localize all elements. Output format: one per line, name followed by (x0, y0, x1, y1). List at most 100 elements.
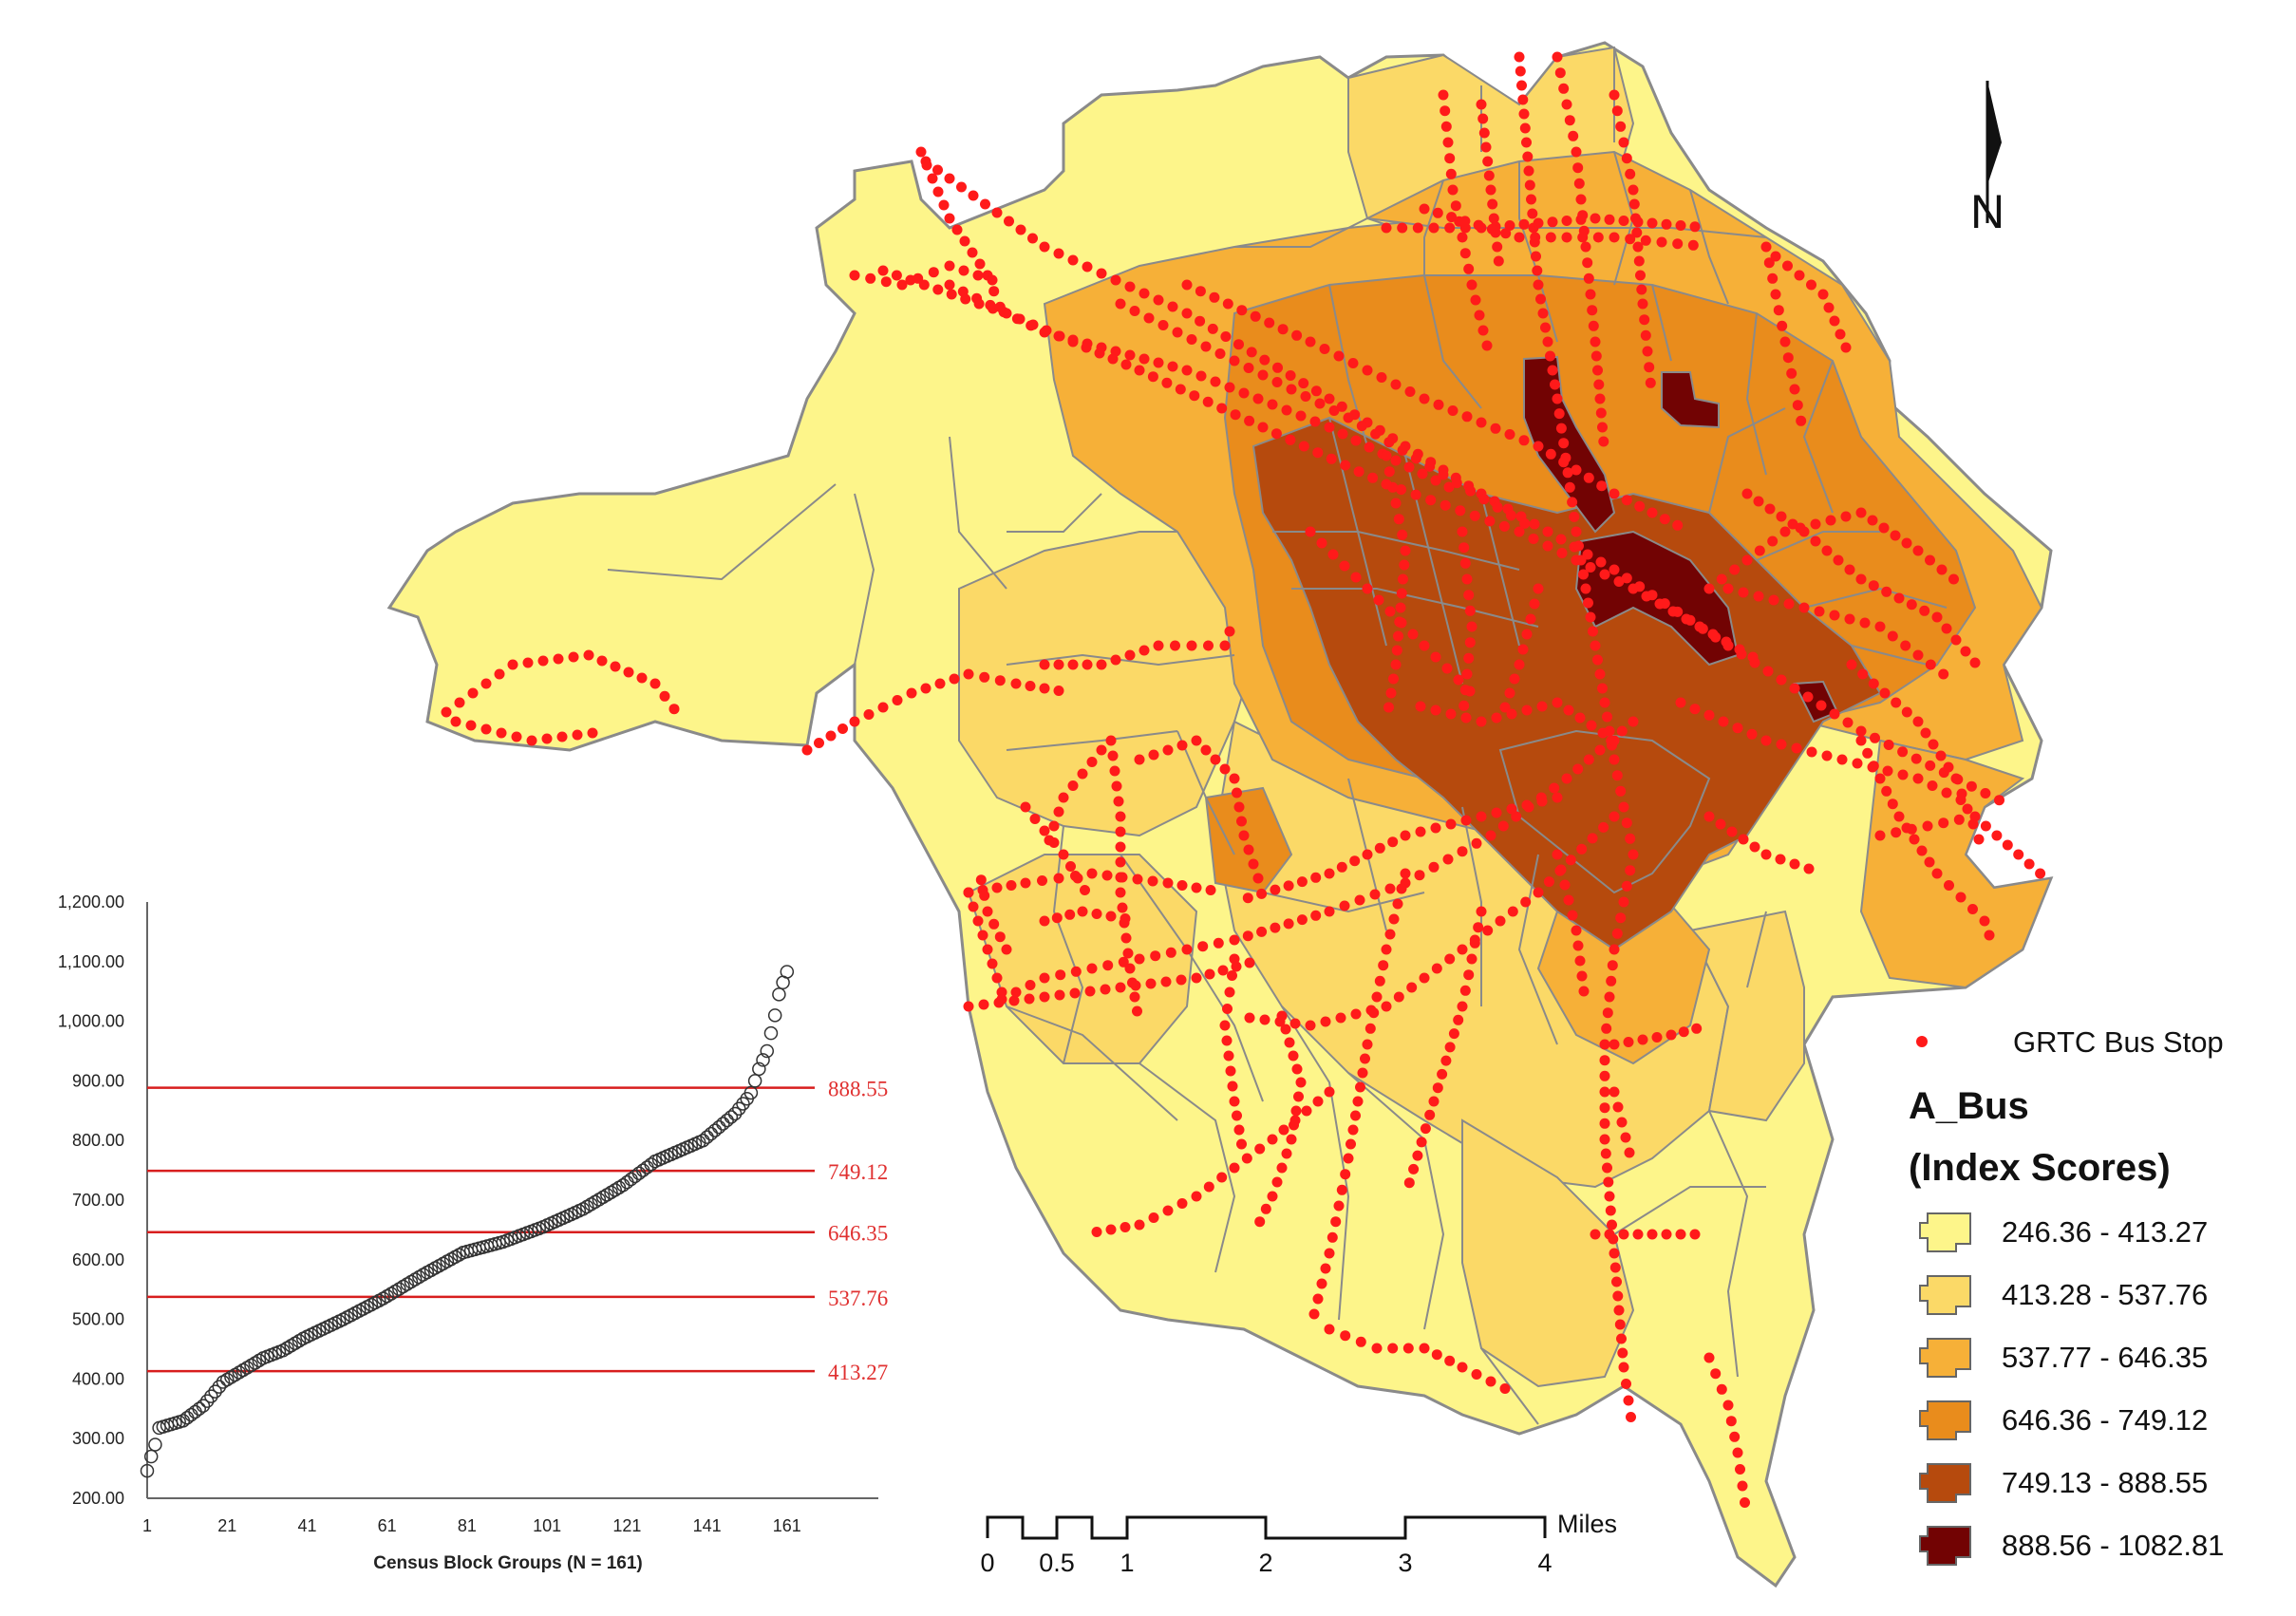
bus-stop-point (1559, 879, 1571, 891)
bus-stop-point (1461, 411, 1473, 423)
bus-stop-point (1086, 963, 1098, 974)
bus-stop-point (1576, 970, 1588, 982)
bus-stop-point (1621, 817, 1632, 829)
bus-stop-point (1609, 232, 1620, 243)
bus-stop-point (967, 247, 978, 258)
bus-stop-point (1020, 877, 1031, 889)
bus-stop-point (1552, 393, 1563, 404)
bus-stop-point (1148, 749, 1159, 761)
bus-stop-point (1350, 435, 1362, 446)
bus-stop-point (1609, 754, 1620, 765)
bus-stop-point (1150, 950, 1161, 962)
bus-stop-point (1547, 216, 1558, 228)
bus-stop-point (1609, 564, 1620, 575)
bus-stop-point (636, 672, 648, 684)
bus-stop-point (1927, 780, 1938, 791)
bus-stop-point (1625, 833, 1636, 844)
bus-stop-point (1598, 821, 1609, 833)
bus-stop-point (991, 207, 1003, 218)
bus-stop-point (877, 265, 889, 276)
bus-stop-point (1457, 1362, 1468, 1373)
bus-stop-point (1219, 1020, 1231, 1031)
bus-stop-point (1326, 453, 1337, 464)
bus-stop-point (1333, 1200, 1345, 1212)
bus-stop-point (1600, 1148, 1611, 1159)
bus-stop-point (1260, 1203, 1271, 1214)
bus-stop-point (1710, 1368, 1722, 1380)
bus-stop-point (1796, 415, 1807, 426)
bus-stop-point (1280, 1024, 1291, 1035)
bus-stop-point (1067, 334, 1079, 346)
bus-stop-point (972, 915, 984, 927)
bus-stop-point (1741, 488, 1753, 499)
bus-stop-point (988, 918, 1000, 930)
bus-stop-point (1077, 768, 1088, 780)
bus-stop-point (1105, 735, 1117, 746)
x-tick-label: 61 (378, 1516, 397, 1535)
bus-stop-point (1741, 554, 1753, 566)
bus-stop-point (1599, 569, 1610, 580)
bus-stop-point (1504, 429, 1515, 440)
bus-stop-point (1776, 739, 1787, 750)
bus-stop-point (1522, 151, 1534, 162)
bus-stop-point (1284, 1037, 1295, 1048)
bus-stop-point (1347, 1124, 1359, 1136)
bus-stop-point (1236, 816, 1247, 827)
bus-stop-point (1533, 441, 1544, 452)
bus-stop-point (1488, 213, 1499, 224)
bus-stop-point (1635, 270, 1646, 281)
bus-stop-point (1722, 583, 1734, 594)
bus-stop-point (1590, 640, 1601, 651)
bus-stop-point (1571, 925, 1582, 936)
bus-stop-point (1431, 1349, 1442, 1361)
bus-stop-point (1577, 232, 1589, 243)
bus-stop-point (1312, 1293, 1324, 1305)
bus-stop-point (587, 727, 598, 739)
legend-class-label-4: 646.36 - 749.12 (2002, 1403, 2208, 1437)
bus-stop-point (1556, 548, 1568, 558)
bus-stop-point (1459, 700, 1470, 711)
north-arrow-label: N (1970, 185, 2004, 238)
bus-stop-point (996, 987, 1007, 998)
bus-stop-point (1398, 573, 1408, 585)
bus-stop-point (1025, 681, 1036, 691)
bus-stop-point (1335, 1012, 1346, 1024)
bus-stop-point (1590, 1229, 1601, 1240)
bus-stop-point (944, 279, 955, 291)
x-tick-label: 141 (693, 1516, 722, 1535)
bus-stop-point (1167, 301, 1178, 312)
bus-stop-point (1157, 320, 1169, 330)
bus-stop-point (837, 723, 848, 734)
bus-stop-point (1943, 761, 1954, 773)
bus-stop-point (1084, 986, 1096, 997)
bus-stop-point (1381, 450, 1392, 461)
bus-stop-point (1598, 436, 1609, 447)
bus-stop-point (957, 286, 969, 297)
bus-stop-point (1833, 554, 1844, 566)
bus-stop-point (1316, 1278, 1327, 1289)
bus-stop-point (1378, 960, 1389, 971)
legend-swatch-1 (1919, 1212, 1971, 1252)
bus-stop-point (1113, 796, 1124, 807)
bus-stop-point (1738, 834, 1749, 845)
bus-stop-point (1124, 349, 1136, 361)
y-tick-label: 500.00 (72, 1310, 124, 1329)
bus-stop-point (480, 723, 492, 735)
bus-stop-point (1612, 1101, 1624, 1113)
bus-stop-point (863, 709, 875, 720)
bus-stop-point (1519, 517, 1531, 529)
bus-stop-point (1102, 960, 1114, 971)
bus-stop-point (1565, 855, 1576, 866)
bus-stop-point (1229, 773, 1240, 784)
bus-stop-point (1227, 970, 1237, 981)
bus-stop-point (896, 279, 908, 291)
bus-stop-point (1514, 232, 1525, 243)
bus-stop-point (1661, 1229, 1672, 1240)
bus-stop-point (1637, 298, 1648, 310)
legend-class-label-3: 537.77 - 646.35 (2002, 1341, 2208, 1374)
bus-stop-point (1459, 685, 1471, 696)
legend-class-label-5: 749.13 - 888.55 (2002, 1466, 2208, 1499)
legend-class-label-1: 246.36 - 413.27 (2002, 1215, 2208, 1249)
bus-stop-point (1777, 320, 1788, 331)
bus-stop-point (1572, 763, 1584, 775)
